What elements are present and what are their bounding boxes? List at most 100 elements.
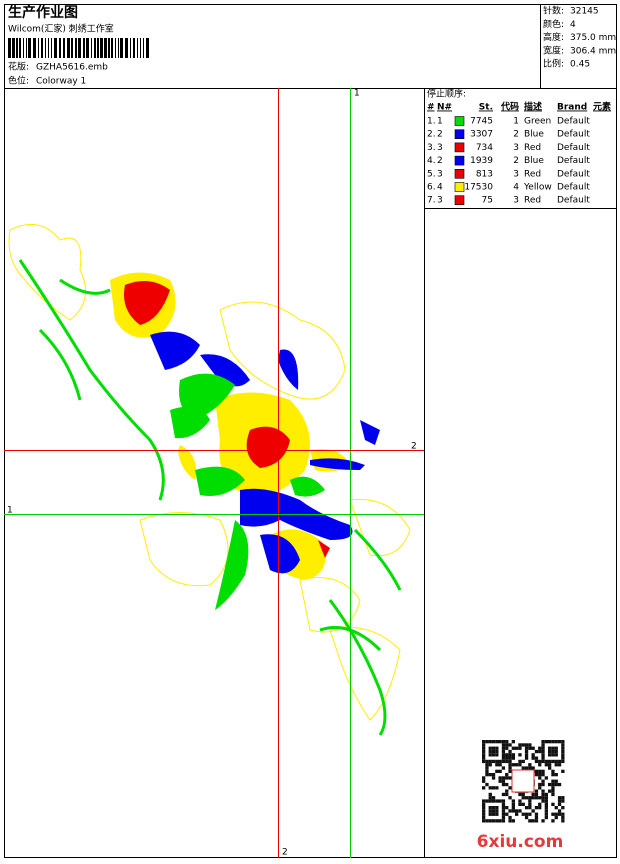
- qr-module: [482, 819, 486, 823]
- qr-module: [488, 809, 492, 813]
- qr-module: [551, 802, 555, 806]
- watermark: 6xiu.com: [477, 832, 564, 852]
- qr-module: [485, 782, 489, 787]
- qr-module: [482, 779, 486, 783]
- qr-module: [541, 789, 545, 793]
- qr-module: [501, 749, 506, 754]
- qr-module: [554, 812, 558, 816]
- bar-line: [133, 38, 135, 58]
- barcode: [8, 38, 149, 58]
- qr-module: [561, 812, 565, 816]
- row-needle: 3: [437, 143, 443, 153]
- qr-module: [538, 786, 542, 790]
- column-header: Brand: [557, 103, 587, 113]
- qr-module: [485, 819, 489, 823]
- qr-module: [491, 753, 496, 757]
- qr-module: [531, 809, 535, 813]
- qr-module: [488, 819, 492, 823]
- row-stitches: 1939: [470, 156, 493, 166]
- qr-module: [498, 763, 502, 767]
- qr-module: [548, 759, 552, 764]
- row-code: 2: [513, 156, 519, 166]
- row-index: 3.: [427, 143, 436, 153]
- qr-module: [551, 740, 555, 744]
- color-swatch: [454, 142, 465, 153]
- row-description: Red: [524, 196, 541, 206]
- qr-module: [498, 759, 502, 764]
- qr-module: [521, 796, 525, 800]
- title: 生产作业图: [8, 4, 78, 21]
- qr-module: [488, 746, 492, 750]
- qr-module: [518, 759, 522, 764]
- bar-line: [63, 38, 65, 58]
- column-header: #: [427, 103, 435, 113]
- qr-module: [538, 796, 542, 800]
- guide-label: 2: [282, 848, 288, 858]
- qr-module: [505, 806, 509, 810]
- qr-module: [524, 753, 529, 757]
- bar-line: [108, 38, 110, 58]
- qr-module: [534, 812, 539, 816]
- qr-module: [495, 763, 499, 767]
- row-index: 5.: [427, 169, 436, 179]
- qr-module: [554, 759, 558, 764]
- qr-module: [554, 763, 558, 767]
- colorway-label: 色位:: [8, 75, 29, 87]
- qr-module: [541, 796, 545, 800]
- qr-module: [548, 749, 552, 754]
- column-header: N#: [437, 103, 452, 113]
- qr-module: [482, 806, 486, 810]
- qr-module: [544, 812, 548, 816]
- stat-label: 针数:: [543, 5, 564, 17]
- qr-module: [528, 766, 532, 770]
- qr-module: [524, 756, 529, 760]
- qr-module: [508, 815, 512, 820]
- qr-module: [495, 806, 499, 810]
- bar-line: [111, 38, 113, 58]
- bar-line: [19, 38, 21, 58]
- bar-line: [16, 38, 18, 58]
- qr-module: [538, 773, 542, 777]
- color-swatch: [454, 169, 465, 179]
- qr-module: [521, 743, 525, 747]
- row-description: Blue: [524, 130, 544, 140]
- bar-line: [26, 38, 27, 58]
- qr-module: [551, 812, 555, 816]
- qr-module: [501, 776, 506, 780]
- qr-module: [534, 759, 539, 764]
- qr-module: [554, 815, 558, 820]
- qr-module: [551, 769, 555, 773]
- qr-module: [521, 792, 525, 797]
- qr-module: [521, 766, 525, 770]
- qr-module: [515, 812, 519, 816]
- qr-module: [534, 789, 539, 793]
- qr-module: [541, 782, 545, 787]
- qr-module: [528, 746, 532, 750]
- qr-module: [538, 749, 542, 754]
- qr-module: [495, 759, 499, 764]
- qr-module: [531, 746, 535, 750]
- qr-module: [531, 792, 535, 797]
- qr-module: [508, 759, 512, 764]
- column-header: 代码: [500, 101, 519, 113]
- qr-module: [501, 753, 506, 757]
- qr-module: [482, 743, 486, 747]
- qr-module: [505, 789, 509, 793]
- qr-module: [531, 819, 535, 823]
- qr-module: [521, 812, 525, 816]
- qr-module: [511, 806, 515, 810]
- qr-module: [524, 796, 529, 800]
- seal: [511, 769, 535, 793]
- bar-line: [28, 38, 31, 58]
- qr-module: [488, 792, 492, 797]
- bar-line: [8, 38, 11, 58]
- qr-module: [534, 773, 539, 777]
- qr-module: [501, 740, 506, 744]
- qr-module: [551, 782, 555, 787]
- guide-label: 1: [354, 89, 360, 99]
- qr-module: [501, 782, 506, 787]
- qr-module: [534, 756, 539, 760]
- qr-module: [538, 759, 542, 764]
- qr-module: [491, 786, 496, 790]
- qr-module: [505, 759, 509, 764]
